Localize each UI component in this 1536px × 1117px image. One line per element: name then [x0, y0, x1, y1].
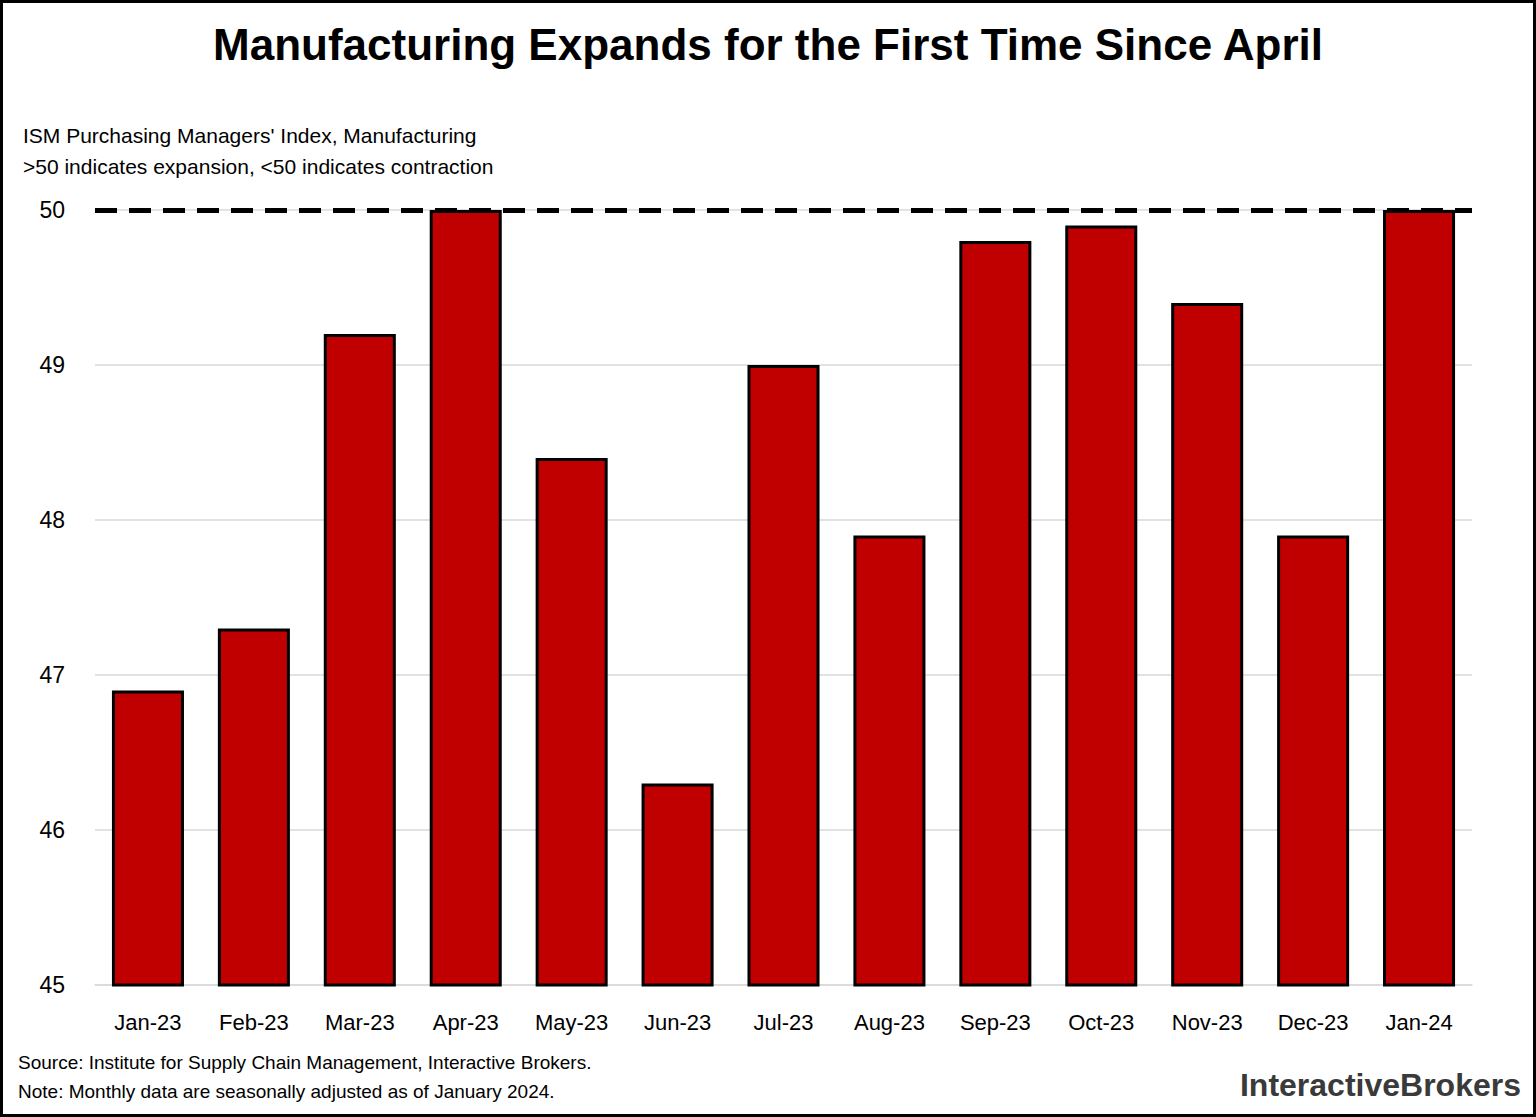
svg-text:Oct-23: Oct-23 — [1068, 1010, 1134, 1035]
svg-text:Nov-23: Nov-23 — [1172, 1010, 1243, 1035]
svg-text:48: 48 — [39, 507, 65, 533]
svg-text:Apr-23: Apr-23 — [433, 1010, 499, 1035]
svg-text:Jun-23: Jun-23 — [644, 1010, 711, 1035]
svg-text:Aug-23: Aug-23 — [854, 1010, 925, 1035]
svg-text:ISM Purchasing Managers' Index: ISM Purchasing Managers' Index, Manufact… — [23, 124, 476, 147]
svg-text:47: 47 — [39, 662, 65, 688]
svg-text:May-23: May-23 — [535, 1010, 608, 1035]
svg-text:Sep-23: Sep-23 — [960, 1010, 1031, 1035]
svg-text:Jan-24: Jan-24 — [1385, 1010, 1452, 1035]
svg-text:Jan-23: Jan-23 — [114, 1010, 181, 1035]
svg-text:45: 45 — [39, 972, 65, 998]
svg-text:Jul-23: Jul-23 — [754, 1010, 814, 1035]
svg-text:InteractiveBrokers: InteractiveBrokers — [1240, 1067, 1521, 1103]
svg-text:Source: Institute for Supply C: Source: Institute for Supply Chain Manag… — [18, 1052, 591, 1073]
svg-text:Dec-23: Dec-23 — [1278, 1010, 1349, 1035]
svg-text:Note: Monthly data are seasona: Note: Monthly data are seasonally adjust… — [18, 1081, 555, 1102]
svg-text:>50 indicates expansion, <50 i: >50 indicates expansion, <50 indicates c… — [23, 155, 493, 178]
svg-text:Feb-23: Feb-23 — [219, 1010, 289, 1035]
svg-text:Manufacturing Expands for the: Manufacturing Expands for the First Time… — [213, 20, 1323, 69]
svg-text:49: 49 — [39, 352, 65, 378]
svg-text:46: 46 — [39, 817, 65, 843]
svg-text:Mar-23: Mar-23 — [325, 1010, 395, 1035]
svg-text:50: 50 — [39, 197, 65, 223]
